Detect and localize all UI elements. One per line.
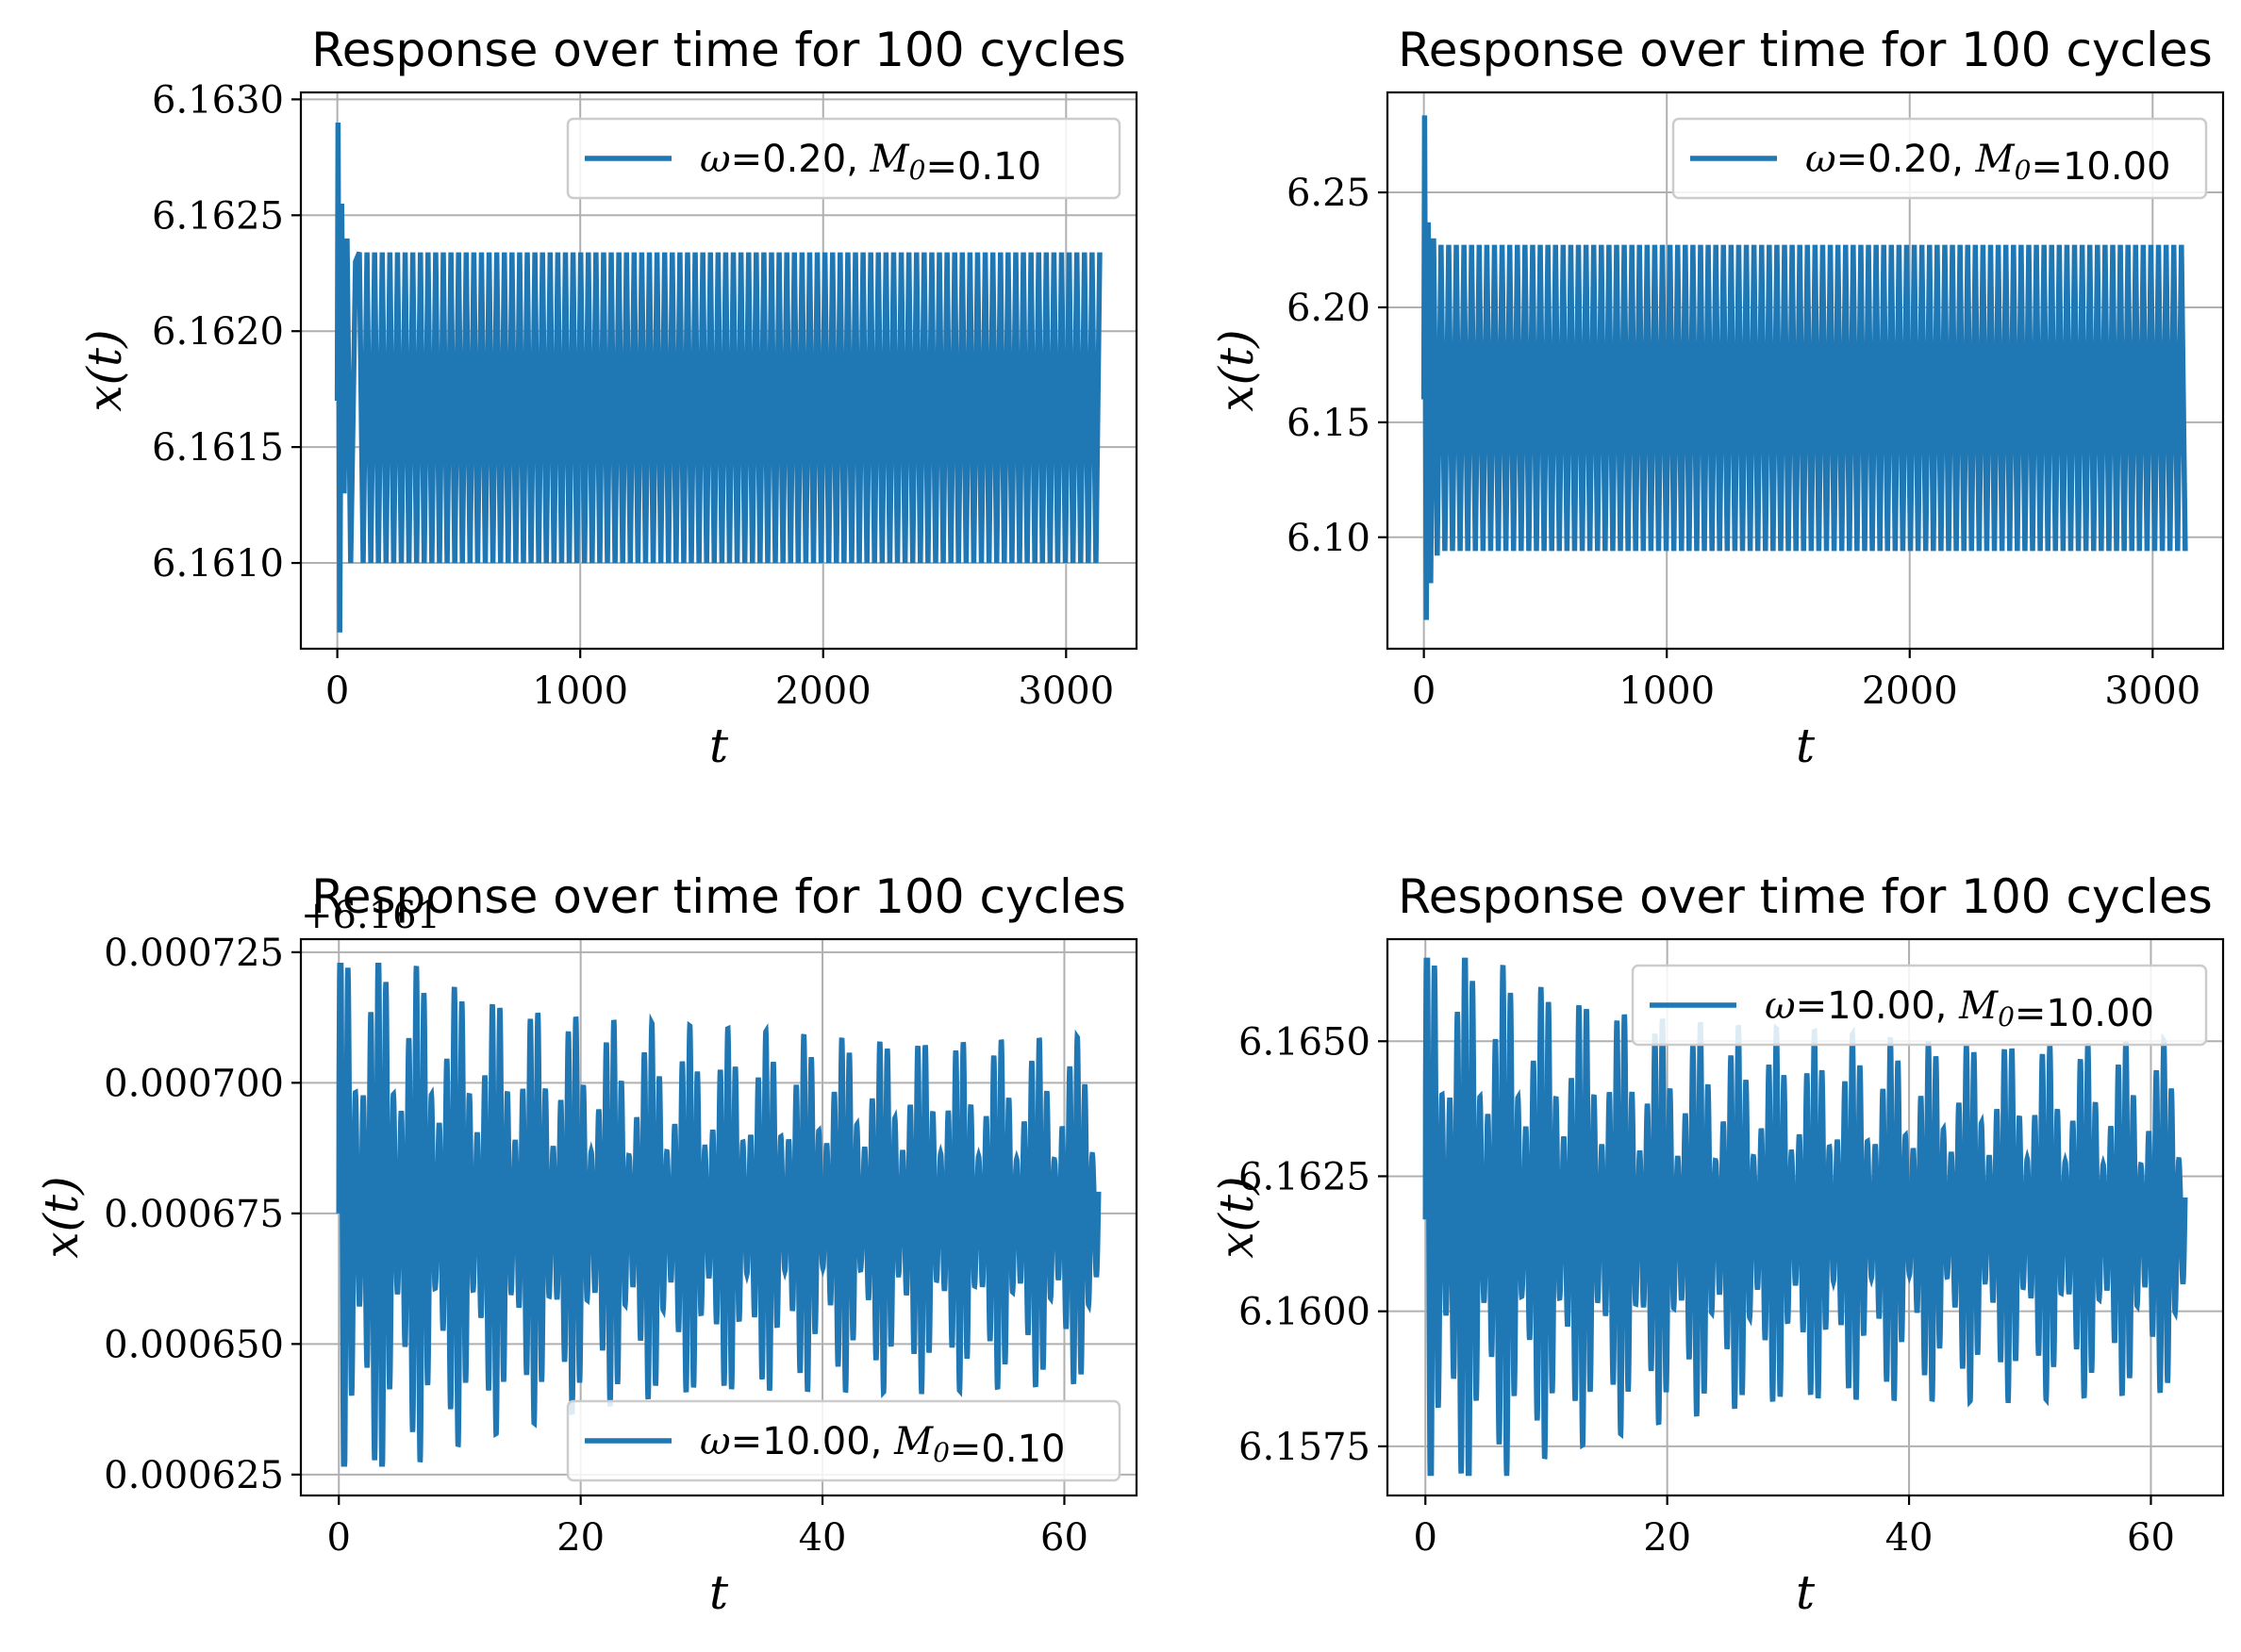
x-tick-label: 60 bbox=[2127, 1516, 2175, 1560]
x-tick-label: 1000 bbox=[1618, 669, 1715, 713]
legend-box bbox=[566, 117, 1121, 200]
series-line bbox=[1422, 957, 2188, 1477]
x-tick-label: 40 bbox=[799, 1516, 847, 1560]
x-axis-label: t bbox=[709, 719, 729, 773]
y-tick-label: 6.1575 bbox=[1238, 1426, 1370, 1469]
y-tick-label: 6.1650 bbox=[1238, 1020, 1370, 1064]
subplot-title: Response over time for 100 cycles bbox=[311, 23, 1126, 77]
y-offset-label: +6.161 bbox=[301, 894, 440, 937]
y-tick-label: 6.1620 bbox=[152, 310, 284, 354]
x-tick-label: 3000 bbox=[1018, 669, 1114, 713]
subplot-2: Response over time for 100 cycles 0 1000 20… bbox=[1209, 23, 2225, 773]
y-axis-label: x(t) bbox=[1209, 1176, 1264, 1258]
x-tick-label: 3000 bbox=[2104, 669, 2200, 713]
legend-label: ω=0.20, M0=10.00 bbox=[1805, 138, 2170, 189]
legend: ω=10.00, M0=10.00 bbox=[1631, 964, 2208, 1047]
legend-label: ω=10.00, M0=10.00 bbox=[1765, 984, 2154, 1035]
x-tick-label: 0 bbox=[327, 1516, 351, 1560]
y-tick-label: 0.000675 bbox=[104, 1193, 284, 1236]
axes-frame bbox=[299, 937, 1138, 1497]
subplot-title: Response over time for 100 cycles bbox=[1398, 869, 2213, 924]
y-tick-label: 6.1625 bbox=[1238, 1155, 1370, 1198]
legend-box bbox=[1671, 117, 2208, 200]
series-line bbox=[1420, 115, 2188, 620]
legend-label: ω=10.00, M0=0.10 bbox=[700, 1420, 1065, 1471]
x-tick-label: 0 bbox=[1412, 669, 1436, 713]
y-tick-label: 6.20 bbox=[1286, 287, 1370, 330]
legend: ω=10.00, M0=0.10 bbox=[566, 1399, 1121, 1482]
x-axis-label: t bbox=[1796, 1565, 1816, 1620]
y-tick-label: 6.1625 bbox=[152, 194, 284, 238]
y-axis-label: x(t) bbox=[77, 329, 132, 411]
x-tick-label: 0 bbox=[325, 669, 349, 713]
x-tick-label: 2000 bbox=[775, 669, 872, 713]
y-axis-label: x(t) bbox=[1209, 329, 1264, 411]
x-tick-label: 2000 bbox=[1862, 669, 1958, 713]
y-tick-label: 6.1615 bbox=[152, 426, 284, 470]
subplot-grid: Response over time for 100 cycles 0 1000 20… bbox=[34, 23, 2225, 1620]
series-line bbox=[336, 962, 1102, 1467]
legend-label: ω=0.20, M0=0.10 bbox=[700, 138, 1041, 189]
y-tick-label: 6.1600 bbox=[1238, 1291, 1370, 1334]
axes-frame bbox=[1386, 937, 2225, 1497]
x-tick-label: 1000 bbox=[532, 669, 628, 713]
y-tick-label: 0.000625 bbox=[104, 1454, 284, 1497]
y-tick-label: 6.1630 bbox=[152, 78, 284, 122]
subplot-3: Response over time for 100 cycles 0 20 40 60… bbox=[34, 869, 1138, 1620]
y-tick-label: 0.000650 bbox=[104, 1323, 284, 1366]
subplot-4: Response over time for 100 cycles 0 20 40 60… bbox=[1209, 869, 2225, 1620]
y-tick-label: 0.000700 bbox=[104, 1062, 284, 1105]
y-tick-label: 6.10 bbox=[1286, 517, 1370, 560]
x-tick-label: 20 bbox=[556, 1516, 605, 1560]
y-axis-label: x(t) bbox=[34, 1176, 89, 1258]
x-tick-label: 60 bbox=[1040, 1516, 1088, 1560]
series-line bbox=[334, 122, 1103, 633]
x-tick-label: 0 bbox=[1414, 1516, 1437, 1560]
subplot-title: Response over time for 100 cycles bbox=[311, 869, 1126, 924]
x-axis-label: t bbox=[709, 1565, 729, 1620]
y-tick-label: 6.25 bbox=[1286, 172, 1370, 215]
x-tick-label: 40 bbox=[1885, 1516, 1934, 1560]
axes-frame bbox=[299, 91, 1138, 651]
subplot-title: Response over time for 100 cycles bbox=[1398, 23, 2213, 77]
legend-box bbox=[566, 1399, 1121, 1482]
legend: ω=0.20, M0=0.10 bbox=[566, 117, 1121, 200]
x-axis-label: t bbox=[1796, 719, 1816, 773]
axes-frame bbox=[1386, 91, 2225, 651]
legend-box bbox=[1631, 964, 2208, 1047]
y-tick-label: 6.1610 bbox=[152, 542, 284, 586]
x-tick-label: 20 bbox=[1643, 1516, 1691, 1560]
y-tick-label: 6.15 bbox=[1286, 402, 1370, 445]
y-tick-label: 0.000725 bbox=[104, 932, 284, 975]
legend: ω=0.20, M0=10.00 bbox=[1671, 117, 2208, 200]
subplot-1: Response over time for 100 cycles 0 1000 20… bbox=[77, 23, 1138, 773]
